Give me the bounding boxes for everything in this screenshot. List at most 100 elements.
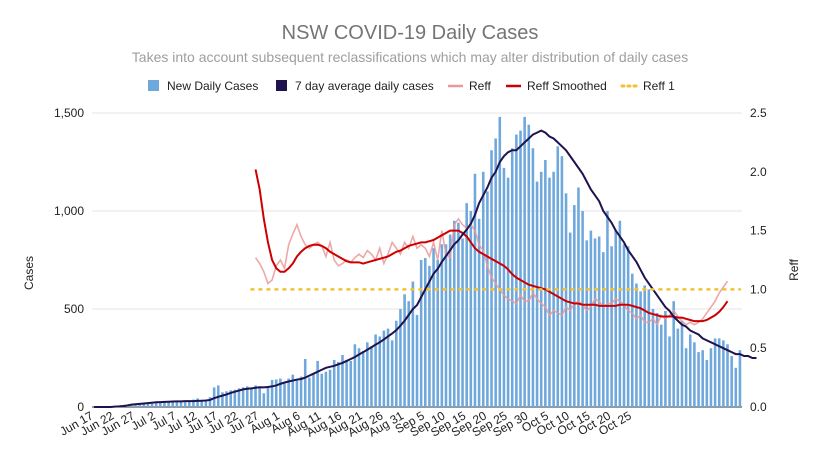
bar <box>245 386 249 407</box>
chart-title: NSW COVID-19 Daily Cases <box>282 22 539 44</box>
bar <box>664 310 667 407</box>
bar <box>556 146 560 407</box>
bars-new-daily-cases <box>113 116 742 408</box>
bar <box>399 309 402 407</box>
bar <box>635 283 638 407</box>
y2-tick-label: 0.5 <box>750 341 767 355</box>
bar <box>618 220 622 407</box>
bar <box>519 130 522 407</box>
bar <box>461 238 464 407</box>
bar <box>200 400 203 407</box>
bar <box>374 334 377 407</box>
bar <box>651 309 655 407</box>
bar <box>337 361 340 407</box>
series-line-reff <box>254 217 729 327</box>
bar <box>370 346 373 407</box>
bar <box>225 391 228 407</box>
bar <box>693 342 696 407</box>
bar <box>713 338 717 407</box>
bar <box>403 294 406 407</box>
bar <box>353 344 357 407</box>
bar <box>192 399 195 407</box>
bar <box>436 260 439 407</box>
bar <box>328 369 332 407</box>
bar <box>341 355 344 407</box>
gridlines <box>92 112 742 408</box>
bar <box>308 377 311 407</box>
legend-swatch <box>148 80 159 91</box>
bar <box>734 367 738 407</box>
bar <box>428 265 431 407</box>
y-tick-label: 1,500 <box>54 106 84 120</box>
legend-label: Reff 1 <box>643 79 675 93</box>
bar <box>312 373 315 407</box>
bar <box>506 177 510 407</box>
bar <box>440 244 444 407</box>
bar <box>515 134 518 407</box>
bar <box>643 285 646 407</box>
bar <box>597 236 601 407</box>
bar <box>705 359 709 407</box>
bar <box>655 312 659 407</box>
series-line-reff-smoothed <box>254 169 729 323</box>
bar <box>279 378 282 407</box>
bar <box>573 205 576 407</box>
bar <box>146 402 150 407</box>
bar <box>316 360 319 407</box>
bar <box>366 342 369 407</box>
bar <box>138 403 141 407</box>
bar <box>167 401 170 407</box>
bar <box>622 244 626 407</box>
bar <box>303 358 307 407</box>
bar <box>171 402 175 407</box>
bar <box>577 187 580 407</box>
bar <box>241 387 245 407</box>
bar <box>469 211 473 407</box>
bar <box>680 320 684 407</box>
bar <box>130 405 133 407</box>
bar <box>407 301 411 407</box>
legend-label: Reff Smoothed <box>527 79 607 93</box>
bar <box>676 328 680 407</box>
bar <box>134 404 137 407</box>
bar <box>390 340 394 407</box>
bar <box>250 387 253 407</box>
bar <box>357 348 361 407</box>
legend-label: New Daily Cases <box>167 79 258 93</box>
bar <box>672 301 675 407</box>
bar <box>531 148 535 407</box>
bar <box>581 211 584 407</box>
bar <box>299 376 303 407</box>
bar <box>552 171 555 407</box>
bar <box>688 334 692 407</box>
bar <box>270 379 274 407</box>
bar <box>345 359 348 407</box>
bar <box>287 378 290 407</box>
bar <box>204 400 208 407</box>
bar <box>324 371 328 407</box>
bar <box>142 403 146 407</box>
bar <box>631 273 634 407</box>
bar <box>183 402 187 407</box>
bar <box>684 348 688 407</box>
bar <box>237 388 241 407</box>
bar <box>395 320 398 407</box>
y2-tick-label: 0.0 <box>750 400 767 414</box>
series-line-7-day-average <box>94 129 757 408</box>
bar <box>701 350 704 407</box>
bar <box>523 116 526 408</box>
bar <box>614 230 618 407</box>
y-axis-label: Cases <box>22 256 36 290</box>
bar <box>527 124 531 407</box>
series-lines <box>94 129 757 408</box>
bar <box>233 389 237 407</box>
bar <box>560 156 564 407</box>
bar <box>477 218 481 407</box>
bar <box>361 351 365 407</box>
bar <box>415 314 419 407</box>
bar <box>320 373 324 407</box>
bar <box>386 328 390 407</box>
bar <box>274 379 278 407</box>
bar <box>659 324 663 407</box>
bar <box>647 289 651 407</box>
